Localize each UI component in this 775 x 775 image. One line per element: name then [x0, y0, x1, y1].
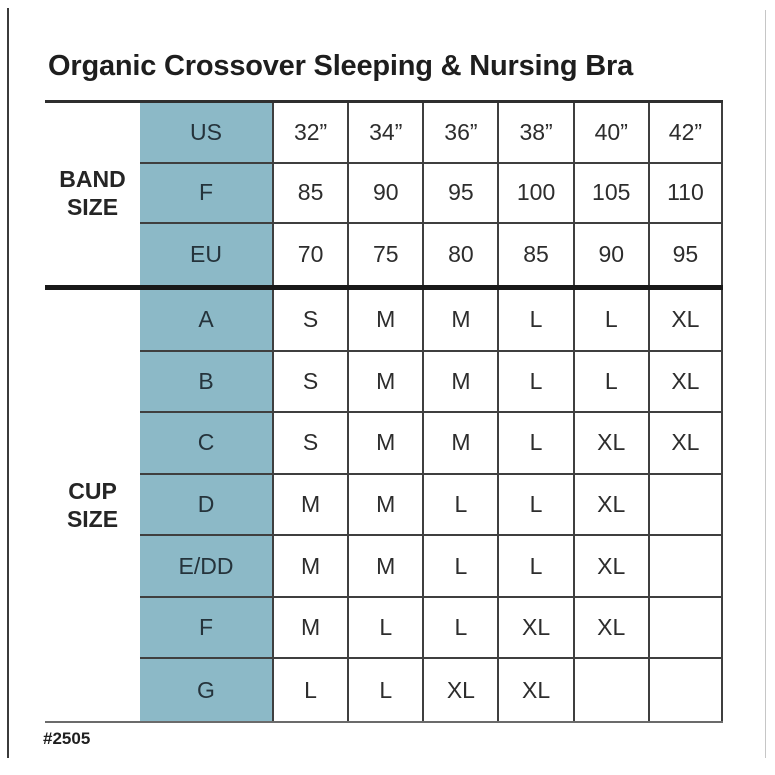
cup-row-label: D [140, 474, 272, 537]
cup-size-cell: XL [647, 351, 723, 414]
cup-size-section-label: CUP SIZE [66, 477, 119, 532]
band-value-cell: 95 [647, 224, 723, 285]
band-value-cell: 80 [422, 224, 498, 285]
table-top-rule [45, 100, 723, 103]
cup-size-cell: M [347, 351, 423, 414]
band-value-cell: 34” [347, 103, 423, 164]
cup-size-cell [647, 659, 723, 721]
cup-size-cell: L [572, 351, 648, 414]
cup-size-cell: M [422, 290, 498, 352]
size-chart-table: BAND SIZE US 32” 34” 36” 38” 40” 42” F 8… [45, 100, 723, 723]
band-value-cell: 40” [572, 103, 648, 164]
band-value-cell: 75 [347, 224, 423, 285]
cup-size-cell: S [272, 290, 348, 352]
cup-size-cell: M [272, 474, 348, 537]
left-frame-line [7, 8, 9, 758]
cup-size-cell: L [347, 597, 423, 660]
cup-size-section: CUP SIZE A S M M L L XL B S M M L L XL C… [45, 290, 723, 721]
right-frame-line [765, 10, 766, 758]
cup-size-cell: XL [422, 659, 498, 721]
cup-size-cell: M [272, 536, 348, 598]
band-value-cell: 90 [572, 224, 648, 285]
cup-size-cell: S [272, 413, 348, 475]
cup-row-label: G [140, 659, 272, 721]
cup-size-cell: L [422, 474, 498, 537]
cup-row-label: A [140, 290, 272, 352]
band-value-cell: 85 [272, 163, 348, 225]
band-value-cell: 85 [497, 224, 573, 285]
cup-row-label: C [140, 413, 272, 475]
cup-size-cell: M [422, 351, 498, 414]
cup-size-cell: XL [572, 474, 648, 537]
band-value-cell: 32” [272, 103, 348, 164]
cup-size-cell: XL [572, 536, 648, 598]
band-value-cell: 95 [422, 163, 498, 225]
cup-size-cell: L [347, 659, 423, 721]
cup-size-cell: XL [572, 597, 648, 660]
cup-size-cell: XL [572, 413, 648, 475]
band-value-cell: 100 [497, 163, 573, 225]
cup-size-cell: L [497, 290, 573, 352]
cup-row-label: F [140, 597, 272, 660]
band-row-label: F [140, 163, 272, 225]
band-row-label: US [140, 103, 272, 164]
cup-size-cell [572, 659, 648, 721]
cup-size-cell: L [497, 351, 573, 414]
cup-size-cell: M [272, 597, 348, 660]
cup-size-cell: L [572, 290, 648, 352]
cup-size-cell [647, 536, 723, 598]
cup-size-cell: M [347, 290, 423, 352]
band-row-label: EU [140, 224, 272, 285]
page-title: Organic Crossover Sleeping & Nursing Bra [48, 50, 634, 82]
cup-size-cell: XL [647, 413, 723, 475]
cup-size-cell: L [497, 536, 573, 598]
band-value-cell: 42” [647, 103, 723, 164]
band-value-cell: 70 [272, 224, 348, 285]
cup-size-cell: M [347, 474, 423, 537]
cup-size-cell: L [497, 474, 573, 537]
cup-size-cell: S [272, 351, 348, 414]
cup-row-label: B [140, 351, 272, 414]
band-value-cell: 110 [647, 163, 723, 225]
cup-size-cell: L [497, 413, 573, 475]
band-value-cell: 38” [497, 103, 573, 164]
cup-size-cell: M [422, 413, 498, 475]
cup-size-cell [647, 474, 723, 537]
cup-size-cell: XL [497, 597, 573, 660]
cup-size-cell: XL [647, 290, 723, 352]
cup-size-cell: L [422, 597, 498, 660]
cup-size-cell: M [347, 536, 423, 598]
table-bottom-rule [45, 721, 723, 723]
cup-row-label: E/DD [140, 536, 272, 598]
band-size-section: BAND SIZE US 32” 34” 36” 38” 40” 42” F 8… [45, 103, 723, 285]
band-value-cell: 90 [347, 163, 423, 225]
cup-size-cell: M [347, 413, 423, 475]
section-divider-rule [45, 285, 723, 290]
cup-size-cell [647, 597, 723, 660]
band-value-cell: 105 [572, 163, 648, 225]
cup-size-cell: L [272, 659, 348, 721]
footnote-sku: #2505 [43, 729, 91, 748]
band-value-cell: 36” [422, 103, 498, 164]
cup-size-cell: XL [497, 659, 573, 721]
cup-size-cell: L [422, 536, 498, 598]
band-size-section-label: BAND SIZE [59, 166, 126, 220]
